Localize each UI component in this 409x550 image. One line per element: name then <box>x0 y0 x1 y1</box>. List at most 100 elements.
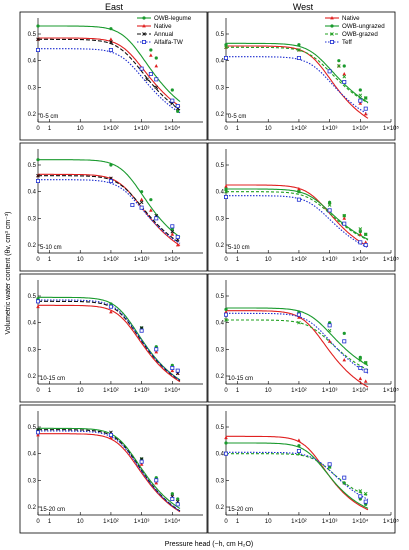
depth-label: 10-15 cm <box>40 376 65 382</box>
x-tick-label: 0 <box>224 519 228 525</box>
data-point-owb-legume <box>149 48 153 52</box>
fit-curve-native <box>226 435 369 511</box>
x-tick-label: 1×10³ <box>134 388 150 394</box>
data-point-alfalfa-tw <box>36 48 41 53</box>
data-point-owb-legume <box>109 163 113 167</box>
x-tick-label: 1×10² <box>103 257 119 263</box>
y-tick-label: 0.4 <box>216 452 225 458</box>
data-point-native <box>36 304 40 309</box>
legend-marker <box>330 24 334 28</box>
x-tick-label: 1×10⁵ <box>383 256 400 263</box>
data-point-owb-ungrazed <box>328 200 332 204</box>
data-point-alfalfa-tw <box>170 496 175 501</box>
x-tick-label: 1×10² <box>103 126 119 132</box>
data-point-native <box>149 208 153 212</box>
data-point-alfalfa-tw <box>139 205 144 210</box>
x-tick-label: 0 <box>36 388 40 394</box>
legend-label: Teff <box>342 39 352 46</box>
data-point-native <box>154 350 159 354</box>
data-point-alfalfa-tw <box>36 430 41 435</box>
x-tick-label: 1×10³ <box>134 126 150 132</box>
panel-frame <box>207 404 396 534</box>
y-tick-label: 0.4 <box>216 59 225 65</box>
x-tick-label: 1×10⁴ <box>164 125 181 132</box>
panel-frame <box>207 273 396 403</box>
data-point-alfalfa-tw <box>175 502 180 507</box>
data-point-owb-legume <box>140 190 144 194</box>
data-point-owb-grazed <box>363 232 368 237</box>
fit-curve-annual <box>38 175 181 244</box>
y-tick-label: 0.5 <box>216 32 225 38</box>
data-point-native <box>170 368 175 373</box>
data-point-teff <box>342 80 347 85</box>
y-tick-label: 0.2 <box>216 112 225 118</box>
data-point-owb-ungrazed <box>342 481 346 485</box>
x-tick-label: 1×10⁴ <box>164 518 181 525</box>
fit-curve-alfalfa-tw <box>38 179 181 244</box>
data-point-teff <box>327 462 332 467</box>
data-point-native <box>327 339 332 343</box>
panel-frame <box>207 11 396 141</box>
data-point-teff <box>342 221 347 226</box>
data-point-owb-legume <box>176 109 180 113</box>
data-point-native <box>154 481 159 485</box>
data-point-alfalfa-tw <box>36 178 41 183</box>
fit-curve-owb-grazed <box>226 46 369 104</box>
data-point-native <box>154 64 159 68</box>
data-point-owb-grazed <box>363 96 368 100</box>
column-title-west: West <box>293 2 314 12</box>
data-point-owb-ungrazed <box>358 355 362 359</box>
data-point-alfalfa-tw <box>36 299 41 304</box>
fit-curve-owb-ungrazed <box>226 442 369 509</box>
data-point-alfalfa-tw <box>139 66 144 71</box>
data-point-alfalfa-tw <box>139 328 144 333</box>
x-tick-label: 1×10³ <box>322 126 338 132</box>
x-tick-label: 10 <box>265 257 272 263</box>
data-point-teff <box>327 69 332 74</box>
data-point-teff <box>223 194 228 199</box>
panel-east-10-15-cm: 0.2 0.3 0.4 0.5 0 1 10 1×10² 1×10³ 1×10⁴ 10-15 cm <box>19 273 208 403</box>
legend-marker <box>142 24 146 28</box>
data-point-teff <box>327 208 332 213</box>
fit-curve-native <box>38 433 181 513</box>
x-tick-label: 1×10² <box>291 388 307 394</box>
data-point-teff <box>296 312 301 317</box>
legend-label: Annual <box>154 31 173 38</box>
x-tick-label: 1 <box>236 388 240 394</box>
data-point-owb-ungrazed <box>224 307 228 311</box>
x-tick-label: 1×10² <box>291 257 307 263</box>
x-tick-label: 0 <box>224 388 228 394</box>
y-tick-label: 0.5 <box>28 163 37 169</box>
fit-curve-annual <box>38 38 181 111</box>
y-tick-label: 0.4 <box>28 59 37 65</box>
data-point-owb-legume <box>170 492 174 496</box>
fit-curve-owb-legume <box>38 427 181 509</box>
x-tick-label: 0 <box>224 126 228 132</box>
panel-frame <box>19 142 208 272</box>
data-point-teff <box>296 448 301 453</box>
depth-label: 5-10 cm <box>228 245 250 251</box>
data-point-alfalfa-tw <box>170 365 175 370</box>
data-point-native <box>297 438 301 442</box>
data-point-teff <box>223 312 228 317</box>
y-tick-label: 0.2 <box>216 374 225 380</box>
data-point-alfalfa-tw <box>130 202 135 207</box>
legend-marker <box>142 16 146 20</box>
x-tick-label: 1 <box>48 257 52 263</box>
data-point-owb-ungrazed <box>224 43 228 47</box>
x-tick-label: 1 <box>48 126 52 132</box>
data-point-owb-ungrazed <box>342 331 346 335</box>
data-point-alfalfa-tw <box>108 304 113 309</box>
x-tick-label: 0 <box>224 257 228 263</box>
data-point-owb-legume <box>109 27 113 31</box>
data-point-owb-legume <box>170 88 174 92</box>
data-point-alfalfa-tw <box>154 77 159 82</box>
data-point-owb-ungrazed <box>224 441 228 445</box>
data-point-owb-grazed <box>358 227 363 231</box>
x-axis-title: Pressure head (−h, cm H₂O) <box>165 541 254 548</box>
fit-curve-alfalfa-tw <box>38 48 181 114</box>
data-point-owb-ungrazed <box>297 43 301 47</box>
x-tick-label: 1×10⁴ <box>164 256 181 263</box>
